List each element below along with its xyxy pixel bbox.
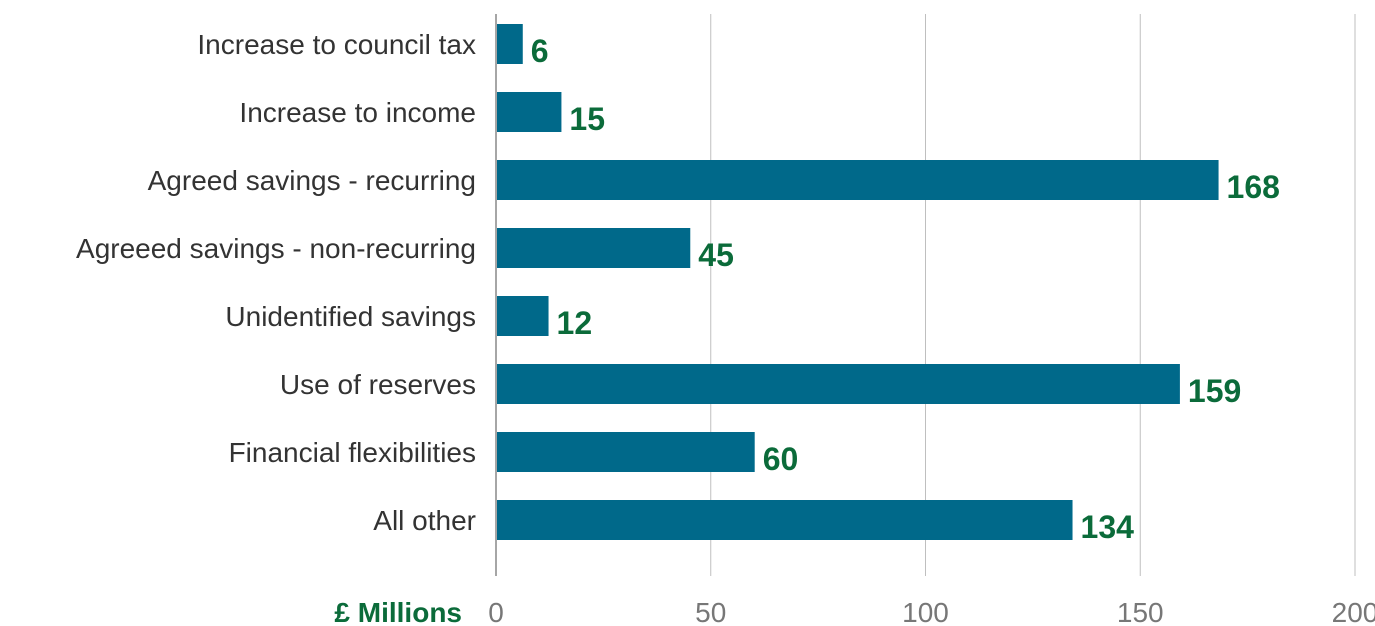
labels: Increase to council tax 6 Increase to inco… xyxy=(76,29,1280,545)
y-category-label: Increase to council tax xyxy=(197,29,476,60)
bar xyxy=(497,500,1073,540)
bar xyxy=(497,296,549,336)
bar-value-label: 159 xyxy=(1188,373,1241,409)
bar xyxy=(497,432,755,472)
x-tick-label: 150 xyxy=(1117,597,1164,626)
bar xyxy=(497,228,691,268)
bar-value-label: 12 xyxy=(557,305,593,341)
y-category-label: Increase to income xyxy=(239,97,476,128)
bars xyxy=(497,24,1219,540)
y-category-label: Agreeed savings - non-recurring xyxy=(76,233,476,264)
bar xyxy=(497,92,562,132)
bar-value-label: 60 xyxy=(763,441,799,477)
bar-value-label: 134 xyxy=(1081,509,1135,545)
bar-value-label: 45 xyxy=(698,237,734,273)
y-category-label: Financial flexibilities xyxy=(229,437,476,468)
x-tick-label: 0 xyxy=(488,597,504,626)
y-category-label: All other xyxy=(373,505,476,536)
x-axis-unit-label: £ Millions xyxy=(334,597,462,626)
bar xyxy=(497,160,1219,200)
bar xyxy=(497,364,1180,404)
x-tick-label: 200 xyxy=(1332,597,1375,626)
x-tick-label: 100 xyxy=(902,597,949,626)
bar-value-label: 168 xyxy=(1227,169,1280,205)
axes: 0 50 100 150 200 xyxy=(488,14,1375,626)
bar xyxy=(497,24,523,64)
y-category-label: Agreed savings - recurring xyxy=(148,165,476,196)
x-tick-label: 50 xyxy=(695,597,726,626)
bar-value-label: 6 xyxy=(531,33,549,69)
y-category-label: Unidentified savings xyxy=(225,301,476,332)
bar-value-label: 15 xyxy=(569,101,605,137)
gridlines xyxy=(710,14,1356,576)
y-category-label: Use of reserves xyxy=(280,369,476,400)
